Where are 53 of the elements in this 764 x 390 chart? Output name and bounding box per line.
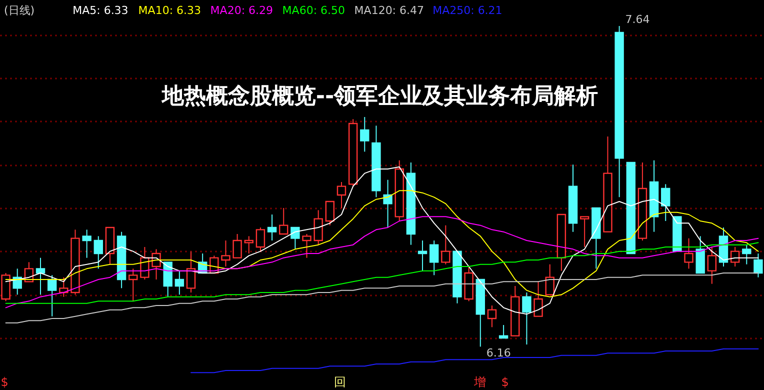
candlestick: [186, 250, 196, 293]
candlestick: [314, 210, 323, 246]
text: MA10: 6.33: [138, 4, 202, 17]
text: MA250: 6.21: [432, 4, 502, 17]
text: MA60: 6.50: [282, 4, 346, 17]
candlestick: [290, 226, 300, 250]
candlestick: [754, 253, 763, 278]
annotation: 7.64: [625, 13, 650, 26]
text: 地热概念股概览--领军企业及其业务布局解析: [160, 84, 598, 109]
annotation: $: [501, 375, 509, 389]
candlestick: [174, 270, 184, 296]
candlestick: [163, 262, 172, 298]
candlestick: [336, 182, 346, 208]
annotation: $: [0, 375, 8, 389]
candlestick: [82, 229, 92, 258]
candlestick: [441, 224, 450, 265]
candlestick: [742, 244, 752, 265]
candlestick: [707, 246, 717, 284]
candlestick: [36, 257, 46, 296]
annotation: 增: [472, 375, 486, 389]
candlestick: [661, 184, 670, 222]
chart-subtitle: (日线): [4, 4, 35, 17]
candlestick: [580, 216, 590, 248]
candlestick: [302, 234, 312, 258]
candlestick: [244, 236, 254, 254]
candlestick: [730, 246, 740, 267]
candlestick: [418, 240, 428, 272]
candlestick: [256, 227, 266, 252]
candlestick: [279, 208, 288, 235]
text: MA120: 6.47: [354, 4, 424, 17]
candlestick: [94, 236, 103, 270]
candlestick: [221, 240, 230, 267]
text: MA20: 6.29: [210, 4, 274, 17]
candlestick: [696, 236, 705, 274]
annotation: 回: [334, 375, 346, 389]
candlestick: [325, 200, 335, 226]
text: MA5: 6.33: [72, 4, 128, 17]
candlestick: [267, 214, 277, 241]
candlestick: [360, 116, 370, 152]
candlestick: [47, 274, 57, 317]
candlestick: [429, 240, 439, 276]
candlestick: [522, 292, 532, 345]
candlestick: [498, 324, 508, 339]
candlestick: [534, 281, 543, 317]
candlestick: [487, 305, 497, 328]
candlestick: [545, 264, 554, 296]
candlestick: [232, 234, 242, 258]
candlestick: [684, 238, 694, 270]
candlestick: [12, 268, 22, 296]
candlestick: [128, 268, 138, 302]
candlestick: [383, 179, 392, 228]
annotation: 6.16: [486, 346, 511, 360]
candlestick: [140, 246, 150, 280]
